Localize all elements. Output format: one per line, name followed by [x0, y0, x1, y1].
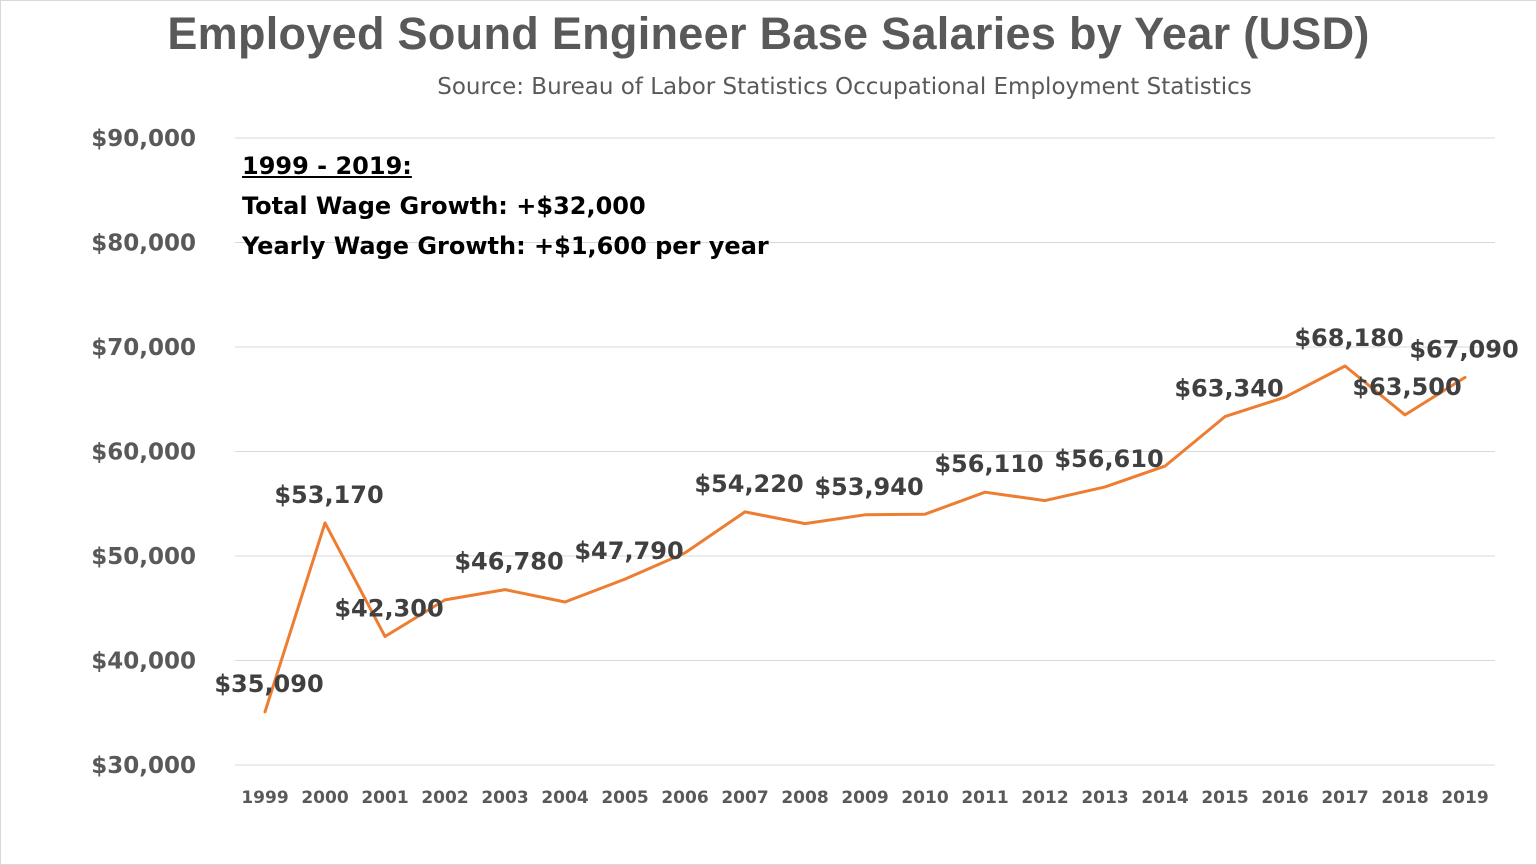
- growth-annotation: 1999 - 2019: Total Wage Growth: +$32,000…: [242, 146, 769, 266]
- x-tick-label-2010: 2010: [901, 788, 948, 808]
- y-tick-label-6: $90,000: [91, 126, 196, 152]
- data-label-2003: $46,780: [454, 548, 563, 576]
- y-tick-label-2: $50,000: [91, 544, 196, 570]
- data-label-2009: $53,940: [814, 473, 923, 501]
- data-label-2007: $54,220: [694, 470, 803, 498]
- data-label-2011: $56,110: [934, 450, 1043, 478]
- x-tick-label-2016: 2016: [1261, 788, 1308, 808]
- series-line-0: [263, 364, 1467, 714]
- x-tick-label-2004: 2004: [541, 788, 588, 808]
- annotation-yearly-growth: Yearly Wage Growth: +$1,600 per year: [242, 232, 769, 260]
- data-label-2001: $42,300: [334, 594, 443, 622]
- data-label-2019: $67,090: [1409, 335, 1518, 363]
- x-tick-label-2018: 2018: [1381, 788, 1428, 808]
- gridlines: [235, 137, 1495, 766]
- data-label-1999: $35,090: [214, 670, 323, 698]
- x-tick-label-2008: 2008: [781, 788, 828, 808]
- x-tick-label-2019: 2019: [1441, 788, 1488, 808]
- y-tick-label-0: $30,000: [91, 753, 196, 779]
- y-tick-label-3: $60,000: [91, 440, 196, 466]
- chart-title: Employed Sound Engineer Base Salaries by…: [167, 8, 1370, 59]
- x-tick-label-2017: 2017: [1321, 788, 1368, 808]
- x-tick-label-2000: 2000: [301, 788, 348, 808]
- annotation-heading: 1999 - 2019:: [242, 152, 412, 180]
- x-tick-label-2013: 2013: [1081, 788, 1128, 808]
- x-tick-label-2011: 2011: [961, 788, 1008, 808]
- x-tick-label-2003: 2003: [481, 788, 528, 808]
- data-label-2005: $47,790: [574, 537, 683, 565]
- series-line-group: [263, 364, 1467, 714]
- data-label-2000: $53,170: [274, 481, 383, 509]
- y-tick-label-1: $40,000: [91, 649, 196, 675]
- x-tick-label-2009: 2009: [841, 788, 888, 808]
- x-tick-label-2005: 2005: [601, 788, 648, 808]
- y-tick-label-4: $70,000: [91, 335, 196, 361]
- x-tick-label-2012: 2012: [1021, 788, 1068, 808]
- x-tick-label-1999: 1999: [241, 788, 288, 808]
- annotation-total-growth: Total Wage Growth: +$32,000: [242, 192, 646, 220]
- x-tick-label-2014: 2014: [1141, 788, 1188, 808]
- y-axis-tick-labels: $30,000 $40,000 $50,000 $60,000 $70,000 $80,0…: [91, 126, 196, 779]
- data-label-2015: $63,340: [1174, 375, 1283, 403]
- x-tick-label-2002: 2002: [421, 788, 468, 808]
- x-tick-label-2006: 2006: [661, 788, 708, 808]
- data-label-2017: $68,180: [1294, 324, 1403, 352]
- data-labels: $35,090 $53,170 $42,300 $46,780 $47,790 $54,2…: [214, 324, 1518, 698]
- y-tick-label-5: $80,000: [91, 231, 196, 257]
- x-tick-label-2007: 2007: [721, 788, 768, 808]
- data-label-2018: $63,500: [1352, 373, 1461, 401]
- x-axis-tick-labels: 1999 2000 2001 2002 2003 2004 2005 2006 2007 2008…: [241, 788, 1488, 808]
- data-label-2013: $56,610: [1054, 445, 1163, 473]
- x-tick-label-2015: 2015: [1201, 788, 1248, 808]
- chart-subtitle: Source: Bureau of Labor Statistics Occup…: [437, 74, 1252, 100]
- x-tick-label-2001: 2001: [361, 788, 408, 808]
